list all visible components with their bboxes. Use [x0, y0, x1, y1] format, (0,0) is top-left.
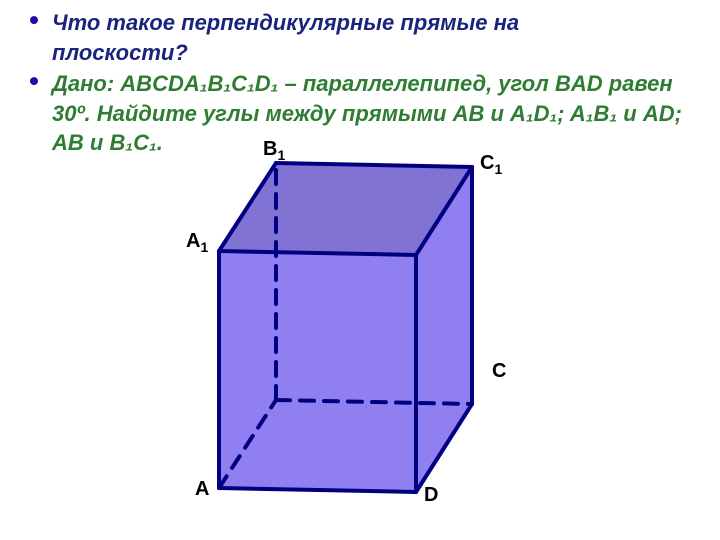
vertex-label-C1: C1 [480, 152, 502, 177]
vertex-label-D: D [424, 484, 438, 507]
parallelepiped-diagram [0, 0, 720, 540]
vertex-label-C: C [492, 360, 506, 383]
vertex-label-A: A [195, 478, 209, 501]
vertex-label-A1: A1 [186, 230, 208, 255]
vertex-label-B1: B1 [263, 138, 285, 163]
